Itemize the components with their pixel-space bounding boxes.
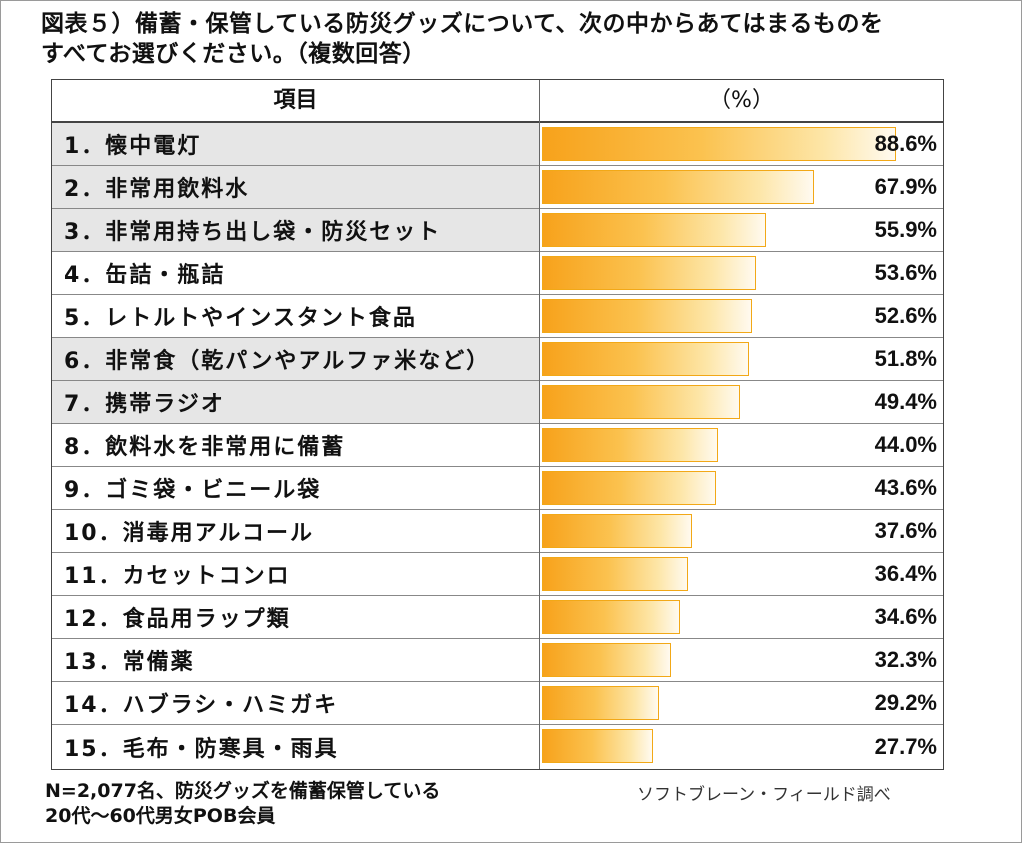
table-rows: 1．懐中電灯 88.6% 2．非常用飲料水 67.9% 3．非常用持ち出し袋・防災セット…	[52, 123, 943, 769]
row-label: 15．毛布・防寒具・雨具	[64, 736, 339, 762]
row-label: 10．消毒用アルコール	[64, 521, 314, 546]
table-row: 2．非常用飲料水 67.9%	[52, 166, 943, 209]
value-label: 88.6%	[874, 131, 937, 156]
value-label: 49.4%	[874, 389, 937, 414]
table-row: 8．飲料水を非常用に備蓄 44.0%	[52, 424, 943, 467]
header-item: 項目	[273, 88, 318, 113]
row-label: 8．飲料水を非常用に備蓄	[64, 435, 346, 460]
sample-note-line-1: N=2,077名、防災グッズを備蓄保管している	[45, 780, 441, 802]
bar	[542, 729, 653, 763]
row-label: 7．携帯ラジオ	[52, 381, 539, 423]
bar	[542, 471, 717, 505]
value-label: 55.9%	[874, 217, 937, 242]
bar	[542, 643, 672, 677]
table-row: 14．ハブラシ・ハミガキ 29.2%	[52, 682, 943, 725]
table-row: 13．常備薬 32.3%	[52, 639, 943, 682]
value-label: 51.8%	[874, 346, 937, 371]
value-label: 34.6%	[874, 604, 937, 629]
row-label: 2．非常用飲料水	[52, 166, 539, 208]
sample-note: N=2,077名、防災グッズを備蓄保管している 20代～60代男女POB会員	[45, 779, 440, 829]
value-label: 53.6%	[874, 260, 937, 285]
value-label: 32.3%	[874, 647, 937, 672]
chart-title: 図表５）備蓄・保管している防災グッズについて、次の中からあてはまるものを すべて…	[41, 9, 1001, 69]
table-row: 7．携帯ラジオ 49.4%	[52, 381, 943, 424]
table-row: 5．レトルトやインスタント食品 52.6%	[52, 295, 943, 338]
header-percent: （%）	[709, 88, 774, 113]
source-credit: ソフトブレーン・フィールド調べ	[637, 785, 891, 805]
table-row: 12．食品用ラップ類 34.6%	[52, 596, 943, 639]
table-row: 4．缶詰・瓶詰 53.6%	[52, 252, 943, 295]
row-label: 14．ハブラシ・ハミガキ	[64, 693, 339, 718]
table-row: 11．カセットコンロ 36.4%	[52, 553, 943, 596]
table-row: 9．ゴミ袋・ビニール袋 43.6%	[52, 467, 943, 510]
value-label: 44.0%	[874, 432, 937, 457]
sample-note-line-2: 20代～60代男女POB会員	[45, 805, 276, 827]
bar	[542, 600, 681, 634]
row-label: 13．常備薬	[64, 650, 195, 675]
row-label: 12．食品用ラップ類	[64, 607, 291, 632]
table-row: 1．懐中電灯 88.6%	[52, 123, 943, 166]
value-label: 37.6%	[874, 518, 937, 543]
table-row: 3．非常用持ち出し袋・防災セット 55.9%	[52, 209, 943, 252]
row-label: 11．カセットコンロ	[64, 564, 291, 589]
chart-title-line-1: 図表５）備蓄・保管している防災グッズについて、次の中からあてはまるものを	[41, 11, 884, 37]
bar	[542, 514, 693, 548]
value-label: 36.4%	[874, 561, 937, 586]
value-label: 43.6%	[874, 475, 937, 500]
bar	[542, 170, 814, 204]
row-label: 4．缶詰・瓶詰	[64, 263, 226, 288]
value-label: 27.7%	[874, 733, 937, 759]
row-label: 6．非常食（乾パンやアルファ米など）	[52, 338, 539, 380]
row-label: 1．懐中電灯	[52, 123, 539, 165]
bar	[542, 213, 766, 247]
table-row: 6．非常食（乾パンやアルファ米など） 51.8%	[52, 338, 943, 381]
bar	[542, 557, 688, 591]
bar	[542, 385, 740, 419]
table-header: 項目 （%）	[52, 80, 943, 123]
value-label: 29.2%	[874, 690, 937, 715]
table-row: 10．消毒用アルコール 37.6%	[52, 510, 943, 553]
bar	[542, 127, 897, 161]
bar	[542, 256, 757, 290]
column-divider	[539, 80, 540, 769]
row-label: 3．非常用持ち出し袋・防災セット	[52, 209, 539, 251]
value-label: 67.9%	[874, 174, 937, 199]
bar	[542, 428, 718, 462]
bar	[542, 686, 659, 720]
chart-title-line-2: すべてお選びください。（複数回答）	[41, 41, 426, 67]
row-label: 9．ゴミ袋・ビニール袋	[64, 478, 322, 503]
bar	[542, 299, 753, 333]
row-label: 5．レトルトやインスタント食品	[64, 306, 417, 331]
value-label: 52.6%	[874, 303, 937, 328]
table-row: 15．毛布・防寒具・雨具 27.7%	[52, 725, 943, 768]
results-table: 項目 （%） 1．懐中電灯 88.6% 2．非常用飲料水 67.9% 3．非常用持ち出し…	[51, 79, 944, 770]
bar	[542, 342, 750, 376]
